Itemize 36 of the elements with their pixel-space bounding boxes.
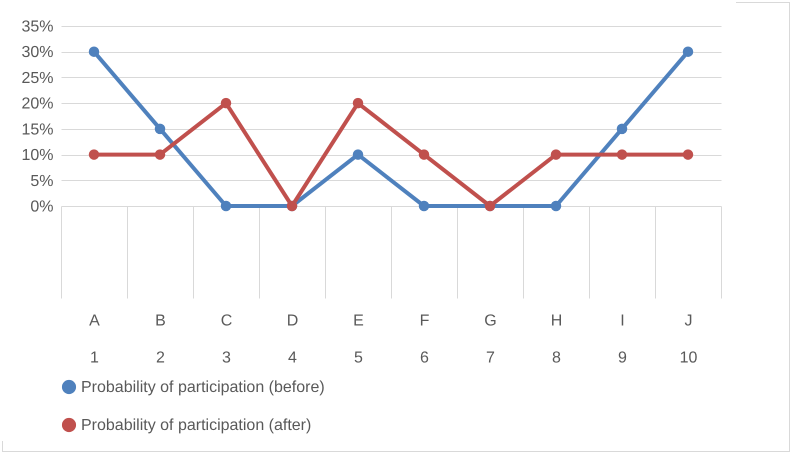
point — [682, 149, 694, 160]
category-label: G 7 — [484, 312, 497, 366]
point — [550, 200, 562, 212]
legend-label: Probability of participation (after) — [81, 417, 312, 434]
point — [616, 149, 628, 160]
y-tick-label: 20% — [21, 96, 54, 113]
point — [682, 46, 694, 57]
category-label: A 1 — [89, 312, 100, 366]
category-label: E 5 — [353, 312, 364, 366]
y-tick-label: 35% — [21, 18, 54, 36]
point — [616, 124, 628, 134]
point — [352, 98, 364, 108]
category-label: J 10 — [680, 312, 698, 366]
y-tick-label: 10% — [21, 147, 54, 164]
point — [418, 149, 430, 160]
category-label: F 6 — [420, 312, 430, 366]
category-label: B 2 — [155, 312, 166, 366]
point — [220, 200, 232, 212]
point — [352, 149, 364, 160]
point — [418, 200, 430, 212]
category-label: H 8 — [550, 312, 562, 366]
category-label: C 3 — [220, 312, 232, 366]
category-label: D 4 — [286, 312, 298, 366]
y-tick-label: 15% — [21, 121, 54, 138]
point — [550, 149, 562, 160]
y-tick-label: 25% — [21, 70, 54, 87]
y-tick-label: 5% — [30, 172, 54, 190]
point — [220, 98, 232, 108]
category-label: I 9 — [618, 312, 627, 366]
point — [88, 46, 100, 57]
legend-label: Probability of participation (before) — [81, 379, 325, 396]
point — [154, 149, 166, 160]
y-tick-label: 0% — [30, 198, 54, 216]
y-tick-label: 30% — [21, 44, 54, 62]
point — [154, 124, 166, 134]
point — [88, 149, 100, 160]
